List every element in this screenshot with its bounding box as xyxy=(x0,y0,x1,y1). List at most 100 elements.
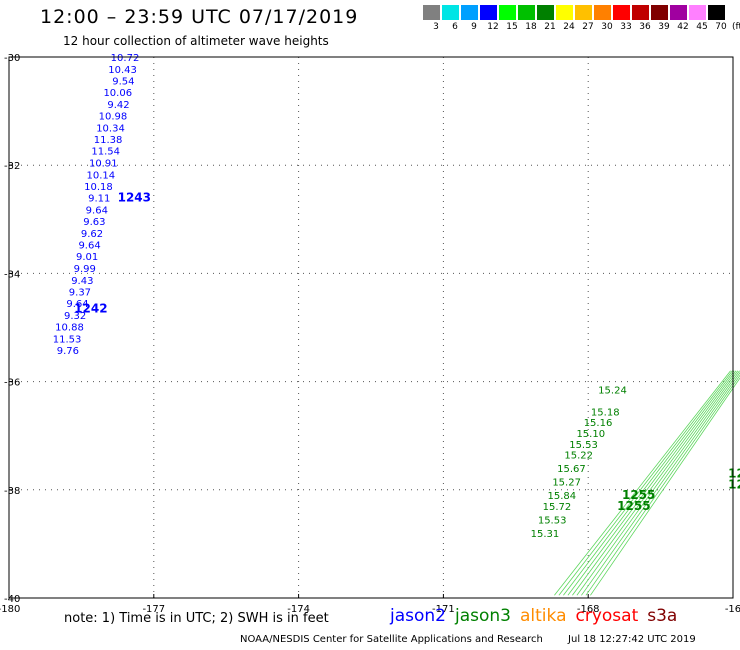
scale-tick-label: 70 xyxy=(715,22,727,32)
scale-swatch xyxy=(575,5,592,20)
y-tick-label: -30 xyxy=(4,53,20,64)
legend-item-cryosat: cryosat xyxy=(575,606,639,626)
scale-swatch xyxy=(613,5,630,20)
scale-swatch xyxy=(556,5,573,20)
pass-number-label: 1255 xyxy=(622,488,655,502)
swh-value-label: 10.88 xyxy=(55,322,84,333)
scale-tick-label: 33 xyxy=(620,22,632,32)
plot-frame xyxy=(8,56,734,599)
scale-swatch xyxy=(632,5,649,20)
swh-value-label: 10.06 xyxy=(103,88,132,99)
y-tick-label: -32 xyxy=(4,161,20,172)
swh-value-label: 15.31 xyxy=(531,529,560,540)
scale-swatch xyxy=(423,5,440,20)
swh-value-label: 10.91 xyxy=(89,158,118,169)
scale-tick-label: 24 xyxy=(563,22,575,32)
swh-value-label: 9.99 xyxy=(74,264,96,275)
footer-credit: NOAA/NESDIS Center for Satellite Applica… xyxy=(240,634,543,645)
swh-value-label: 15.16 xyxy=(584,418,613,429)
swh-value-label: 10.98 xyxy=(99,111,128,122)
scale-swatch xyxy=(708,5,725,20)
pass-number-label: 1256 xyxy=(728,477,740,491)
swh-value-label: 10.43 xyxy=(108,65,137,76)
scale-swatch xyxy=(670,5,687,20)
scale-tick-label: 39 xyxy=(658,22,670,32)
x-tick-label: -16 xyxy=(725,604,740,615)
scale-tick-label: 9 xyxy=(471,22,477,32)
swh-value-label: 15.27 xyxy=(552,478,581,489)
swh-value-label: 9.64 xyxy=(86,206,108,217)
scale-swatch xyxy=(537,5,554,20)
swh-value-label: 9.42 xyxy=(107,100,129,111)
note-text: note: 1) Time is in UTC; 2) SWH is in fe… xyxy=(64,611,329,626)
satellite-legend: jason2 jason3 altika cryosat s3a xyxy=(390,606,686,626)
swath-stripe xyxy=(581,372,740,596)
scale-tick-label: 15 xyxy=(506,22,518,32)
swath-stripe xyxy=(590,377,740,596)
scale-tick-label: 27 xyxy=(582,22,594,32)
swh-value-label: 11.54 xyxy=(91,147,120,158)
scale-tick-label: 6 xyxy=(452,22,458,32)
scale-swatch xyxy=(480,5,497,20)
scale-tick-label: 42 xyxy=(677,22,689,32)
page-title: 12:00 – 23:59 UTC 07/17/2019 xyxy=(40,6,359,28)
swath-stripe xyxy=(567,370,737,596)
swh-value-label: 11.38 xyxy=(94,135,123,146)
scale-tick-label: 45 xyxy=(696,22,708,32)
swath-stripe xyxy=(585,374,740,596)
legend-item-altika: altika xyxy=(520,606,567,626)
y-tick-label: -36 xyxy=(4,378,20,389)
scale-swatch xyxy=(651,5,668,20)
legend-item-jason2: jason2 xyxy=(390,606,446,626)
swh-value-label: 11.53 xyxy=(53,334,82,345)
swh-value-label: 9.32 xyxy=(64,311,86,322)
swath-stripe xyxy=(554,370,731,596)
scale-swatch xyxy=(442,5,459,20)
pass-number-label: 1242 xyxy=(74,302,107,316)
scale-tick-label: 30 xyxy=(601,22,613,32)
y-tick-label: -40 xyxy=(4,594,20,605)
pass-number-label: 1256 xyxy=(728,467,740,481)
footer: NOAA/NESDIS Center for Satellite Applica… xyxy=(240,634,696,645)
swh-value-label: 9.62 xyxy=(81,229,103,240)
swh-value-label: 15.53 xyxy=(569,440,598,451)
scale-tick-label: 21 xyxy=(544,22,556,32)
x-tick-label: -171 xyxy=(432,604,455,615)
swh-value-label: 10.72 xyxy=(111,53,140,64)
swh-value-label: 10.18 xyxy=(84,182,113,193)
scale-tick-label: 36 xyxy=(639,22,651,32)
swath-stripe xyxy=(563,370,735,596)
swh-value-label: 15.10 xyxy=(576,429,605,440)
footer-timestamp: Jul 18 12:27:42 UTC 2019 xyxy=(568,634,696,645)
scale-swatch xyxy=(499,5,516,20)
swath-stripe xyxy=(558,370,733,596)
scale-tick-label: 3 xyxy=(433,22,439,32)
swh-value-label: 10.14 xyxy=(87,170,116,181)
y-tick-label: -38 xyxy=(4,486,20,497)
scale-unit: (ft) xyxy=(732,22,740,32)
scale-swatch xyxy=(594,5,611,20)
swath-stripe xyxy=(576,370,740,596)
swh-value-label: 15.18 xyxy=(591,407,620,418)
swh-value-label: 15.67 xyxy=(557,464,586,475)
swh-value-label: 9.01 xyxy=(76,252,98,263)
swh-value-label: 9.76 xyxy=(57,346,79,357)
swh-value-label: 15.84 xyxy=(547,491,576,502)
swh-value-label: 15.22 xyxy=(564,451,593,462)
swh-value-label: 9.63 xyxy=(83,217,105,228)
pass-number-label: 1255 xyxy=(617,499,650,513)
swh-value-label: 9.11 xyxy=(88,194,110,205)
swath-stripe xyxy=(572,370,739,596)
scale-swatch xyxy=(689,5,706,20)
swh-value-label: 9.37 xyxy=(69,287,91,298)
x-tick-label: -168 xyxy=(577,604,600,615)
legend-item-jason3: jason3 xyxy=(455,606,511,626)
swh-value-label: 9.64 xyxy=(66,299,88,310)
page-subtitle: 12 hour collection of altimeter wave hei… xyxy=(63,34,329,48)
swh-value-label: 15.72 xyxy=(543,502,572,513)
swh-value-label: 9.64 xyxy=(78,241,100,252)
x-tick-label: -174 xyxy=(287,604,310,615)
swh-value-label: 15.53 xyxy=(538,516,567,527)
y-tick-label: -34 xyxy=(4,269,20,280)
